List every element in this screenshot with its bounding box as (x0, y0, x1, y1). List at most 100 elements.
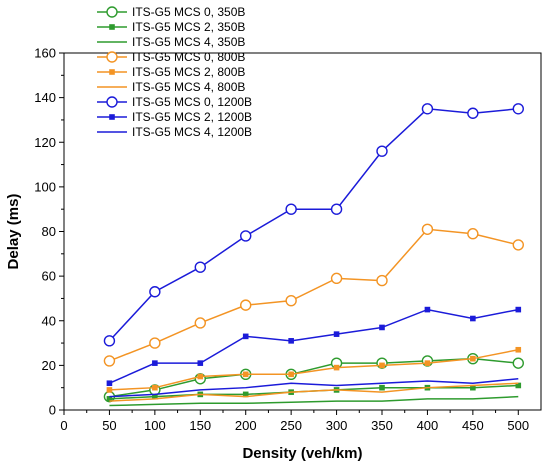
legend-label: ITS-G5 MCS 4, 800B (132, 80, 245, 94)
data-point (242, 333, 249, 340)
series-line (109, 357, 519, 398)
data-point (194, 317, 206, 329)
y-tick-label: 40 (42, 313, 56, 328)
legend-item: ITS-G5 MCS 0, 350B (97, 5, 245, 19)
data-point (285, 294, 297, 307)
data-point (379, 362, 385, 369)
legend-label: ITS-G5 MCS 2, 800B (132, 65, 245, 79)
data-point (515, 382, 522, 389)
data-point (379, 384, 385, 391)
data-point (197, 373, 204, 380)
data-point (515, 306, 522, 313)
data-point (330, 203, 343, 215)
legend-label: ITS-G5 MCS 0, 1200B (132, 95, 252, 109)
data-point (288, 338, 294, 344)
legend-swatch-marker (106, 96, 118, 108)
y-tick-label: 160 (34, 46, 56, 61)
series-5 (106, 346, 522, 393)
y-tick-label: 20 (42, 358, 56, 373)
data-point (152, 360, 158, 366)
series-line (109, 395, 519, 407)
legend-label: ITS-G5 MCS 2, 350B (132, 20, 245, 34)
y-tick-label: 80 (42, 224, 56, 239)
series-8 (106, 306, 522, 387)
data-point (103, 335, 116, 347)
x-axis-title: Density (veh/km) (242, 445, 362, 462)
legend-item: ITS-G5 MCS 0, 1200B (97, 95, 252, 109)
y-tick-label: 120 (34, 135, 56, 150)
legend-swatch-marker (106, 6, 118, 18)
series-line (108, 108, 519, 342)
data-point (421, 103, 434, 115)
legend-label: ITS-G5 MCS 0, 800B (132, 50, 245, 64)
series-line (109, 378, 519, 398)
legend-item: ITS-G5 MCS 2, 350B (97, 20, 245, 34)
data-point (421, 223, 434, 235)
x-tick-label: 300 (326, 418, 348, 433)
legend-item: ITS-G5 MCS 0, 800B (97, 50, 245, 64)
data-point (467, 107, 479, 119)
data-point (103, 355, 116, 367)
data-point (512, 103, 524, 115)
data-point (288, 371, 294, 378)
series-1 (103, 352, 524, 403)
series-9 (109, 378, 519, 398)
data-point (470, 355, 476, 362)
series-line (109, 308, 519, 384)
data-point (333, 364, 340, 371)
legend-item: ITS-G5 MCS 2, 1200B (97, 110, 252, 124)
data-point (106, 396, 113, 402)
data-point (333, 331, 340, 337)
series-line (109, 228, 519, 362)
data-point (240, 299, 252, 311)
data-point (470, 315, 476, 322)
data-point (240, 230, 252, 242)
data-point (424, 360, 431, 366)
legend-swatch-marker (109, 69, 115, 75)
x-tick-label: 200 (235, 418, 257, 433)
data-point (515, 346, 522, 353)
y-tick-label: 0 (49, 403, 56, 418)
data-point (152, 384, 158, 391)
axes: 0 50 100 150 200 250 300 350 400 450 500 0 20 40 60 80 1… (34, 46, 529, 434)
data-point (149, 337, 161, 349)
legend-swatch-marker (106, 51, 118, 63)
series-6 (109, 382, 519, 402)
data-point (242, 371, 249, 378)
data-point (376, 145, 388, 157)
data-point (512, 239, 524, 251)
series-3 (109, 395, 519, 407)
legend-swatch-marker (109, 114, 115, 120)
series-line (109, 382, 519, 402)
data-point (197, 360, 204, 366)
x-tick-label: 500 (507, 418, 529, 433)
series-layer (103, 103, 524, 407)
x-tick-label: 450 (462, 418, 484, 433)
legend-item: ITS-G5 MCS 4, 350B (97, 35, 245, 49)
y-tick-label: 60 (42, 269, 56, 284)
data-point (106, 380, 113, 387)
data-point (152, 393, 158, 400)
x-tick-label: 50 (102, 418, 116, 433)
y-axis-title: Delay (ms) (5, 194, 22, 270)
x-tick-label: 0 (60, 418, 67, 433)
x-tick-label: 250 (280, 418, 302, 433)
x-tick-label: 400 (417, 418, 439, 433)
data-point (106, 387, 113, 393)
y-tick-label: 100 (34, 179, 56, 194)
data-point (376, 274, 388, 287)
data-point (149, 286, 161, 298)
x-tick-label: 150 (189, 418, 211, 433)
legend-item: ITS-G5 MCS 4, 1200B (97, 125, 252, 139)
legend-swatch-marker (109, 24, 115, 30)
series-line (109, 349, 519, 391)
data-point (470, 384, 476, 391)
series-7 (103, 103, 524, 347)
data-point (424, 306, 431, 313)
data-point (379, 324, 385, 331)
legend-item: ITS-G5 MCS 2, 800B (97, 65, 245, 79)
legend-item: ITS-G5 MCS 4, 800B (97, 80, 245, 94)
x-tick-label: 100 (144, 418, 166, 433)
